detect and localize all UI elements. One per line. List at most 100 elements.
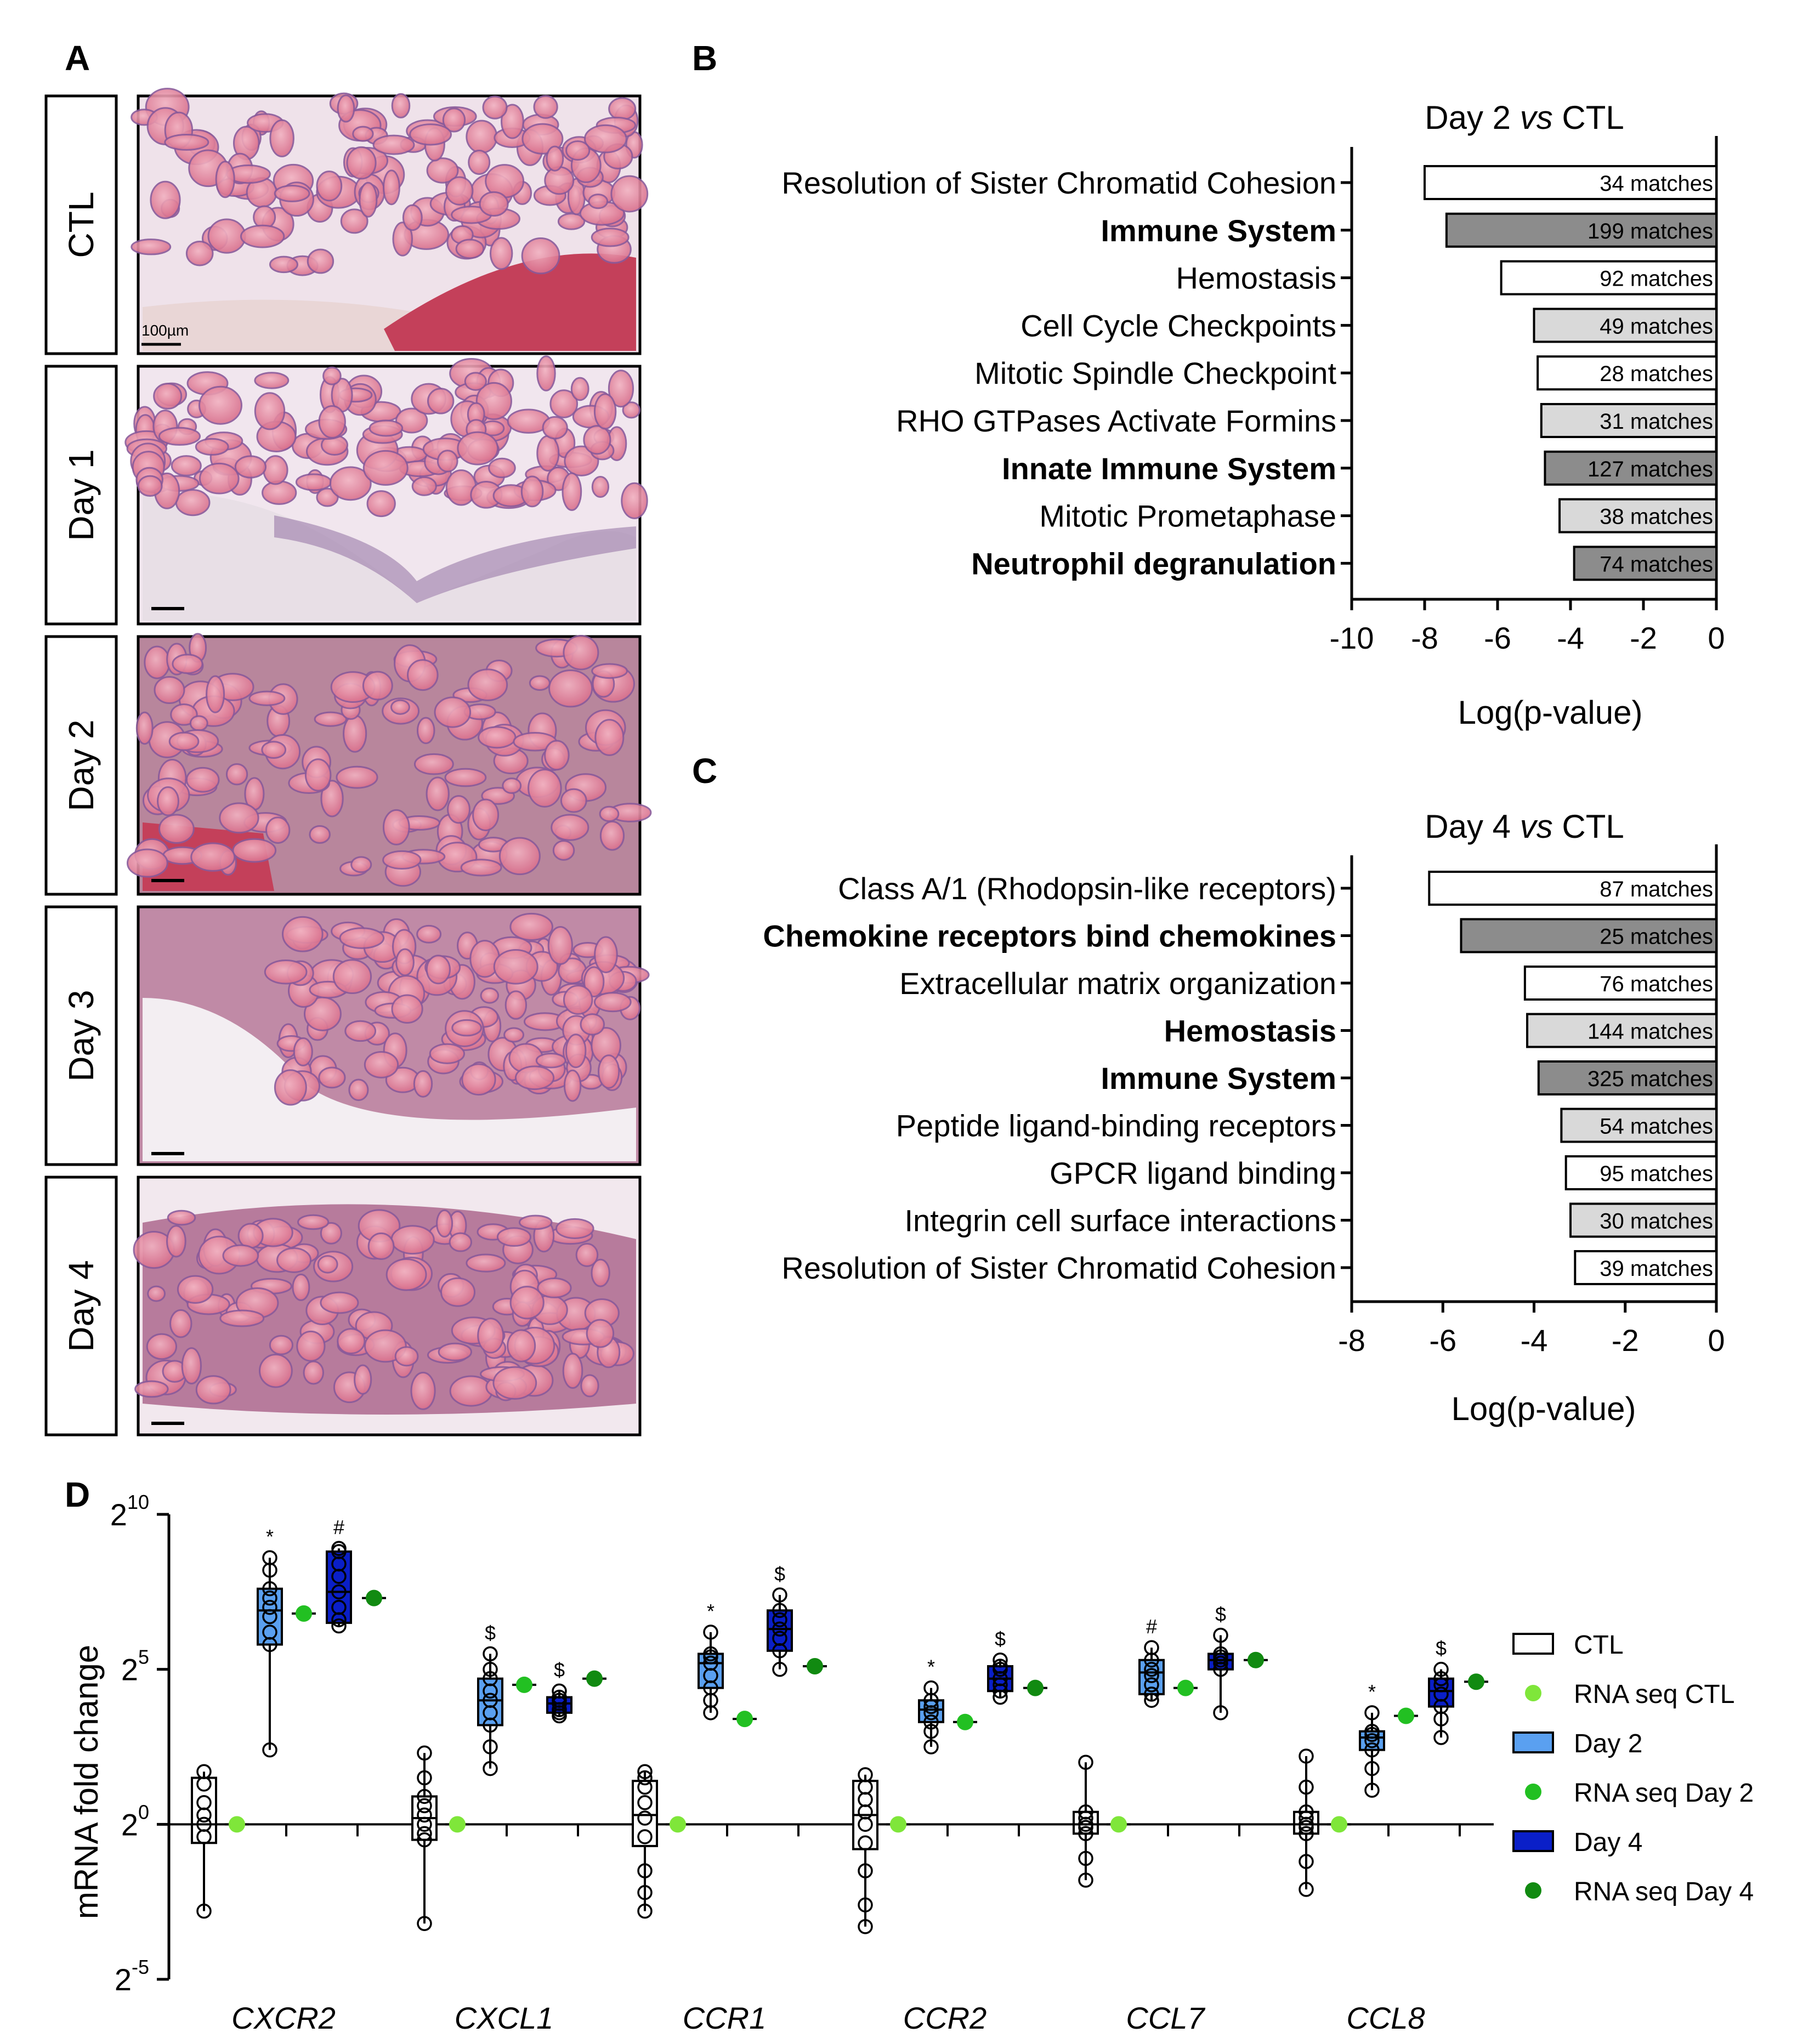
panel-c-chart: Day 4 vs CTL Class A/1 (Rhodopsin-like r… (763, 808, 1725, 1427)
chart-c-bar-label: 39 matches (1600, 1257, 1713, 1281)
chart-d-point (1364, 1742, 1380, 1758)
chart-d-point (483, 1739, 498, 1755)
chart-b-bar (1424, 165, 1717, 200)
chart-d-rnaseq-dot (670, 1816, 686, 1833)
chart-b-xlabel: Log(p-value) (1458, 694, 1643, 731)
chart-b-category-label: Hemostasis (1176, 261, 1336, 296)
chart-d-point (552, 1683, 567, 1699)
chart-d-point (552, 1689, 567, 1705)
chart-c-category-label: Immune System (1101, 1061, 1337, 1095)
chart-b-bar-label: 34 matches (1600, 172, 1713, 196)
chart-b-bar-label: 49 matches (1600, 314, 1713, 338)
chart-c-bar (1428, 871, 1717, 906)
chart-d-point (923, 1723, 939, 1739)
chart-c-category-label: GPCR ligand binding (1050, 1156, 1336, 1190)
row-label-box-ctl (44, 94, 118, 355)
chart-b-bar (1558, 498, 1718, 533)
chart-c-bar (1569, 1202, 1717, 1238)
legend-entry: Day 4 (1574, 1828, 1642, 1857)
histology-image-day3 (137, 905, 650, 1166)
chart-d-point (1433, 1687, 1449, 1702)
chart-d-gene-label: CCR2 (903, 2001, 986, 2035)
chart-d-rnaseq-dot (1331, 1816, 1347, 1833)
chart-d-box (632, 1780, 658, 1847)
chart-d-point (1299, 1854, 1314, 1869)
chart-b-title-part2: CTL (1553, 99, 1624, 136)
panel-letter-c: C (692, 751, 717, 791)
chart-c-x-tick-label: 0 (1708, 1323, 1725, 1358)
chart-d-point (1078, 1850, 1093, 1866)
chart-d-point (1364, 1723, 1380, 1739)
chart-d-rnaseq-dot (1248, 1651, 1264, 1668)
chart-d-point (772, 1603, 787, 1619)
chart-d-point (417, 1770, 432, 1786)
chart-d-rnaseq-dot (1027, 1679, 1044, 1696)
chart-b-title-part1: Day 2 (1425, 99, 1519, 136)
chart-c-bar (1460, 918, 1717, 953)
chart-d-point (637, 1884, 653, 1900)
legend-swatch-dot (1525, 1784, 1541, 1800)
chart-d-gene-label: CCL7 (1126, 2001, 1205, 2035)
chart-d-point (637, 1764, 653, 1779)
chart-d-point (1299, 1748, 1314, 1764)
chart-d-point (1078, 1826, 1093, 1842)
chart-c-title-part1: Day 4 (1425, 808, 1519, 845)
chart-c-title-part2: CTL (1553, 808, 1624, 845)
chart-d-rnaseq-dot (449, 1816, 466, 1833)
chart-d-legend: CTL RNA seq CTL Day 2 RNA seq Day 2 Day 4 RNA… (1512, 1631, 1754, 1906)
chart-d-point (637, 1829, 653, 1844)
chart-d-point (1144, 1640, 1159, 1655)
chart-d-rnaseq-dot (890, 1816, 906, 1833)
histology-image-ctl: 100µm (131, 88, 649, 355)
chart-b-category-label: Innate Immune System (1002, 451, 1336, 486)
chart-c-category-label: Hemostasis (1164, 1014, 1336, 1048)
chart-d-point (1078, 1872, 1093, 1888)
chart-d-point (637, 1903, 653, 1919)
row-label-day4: Day 4 (61, 1260, 101, 1352)
chart-d-point (1213, 1705, 1228, 1721)
chart-d-point (703, 1646, 718, 1662)
chart-c-bar-label: 95 matches (1600, 1162, 1713, 1186)
chart-d-point (703, 1655, 718, 1671)
chart-d-point (1433, 1671, 1449, 1687)
chart-b-bar (1573, 546, 1717, 581)
chart-d-point (1299, 1882, 1314, 1897)
chart-b-x-tick-label: -10 (1330, 621, 1374, 655)
chart-d-point (1078, 1810, 1093, 1826)
chart-d-point (483, 1671, 498, 1687)
panel-letter-a: A (65, 38, 90, 78)
legend-entry: CTL (1574, 1631, 1624, 1660)
chart-b-x-tick-label: -2 (1630, 621, 1657, 655)
chart-b-bar (1500, 260, 1717, 296)
row-label-box-day2 (44, 635, 118, 896)
chart-b-x-tick-label: -4 (1557, 621, 1584, 655)
legend-entry: RNA seq Day 2 (1574, 1779, 1754, 1808)
chart-d-point (1433, 1661, 1449, 1677)
chart-d-rnaseq-dot (296, 1605, 312, 1622)
chart-d-point (262, 1609, 277, 1625)
chart-c-category-label: Chemokine receptors bind chemokines (763, 919, 1336, 953)
chart-d-rnaseq-dot (1468, 1673, 1484, 1690)
legend-swatch-box (1512, 1830, 1554, 1852)
chart-c-category-label: Extracellular matrix organization (899, 966, 1336, 1001)
chart-c-bar (1560, 1108, 1717, 1143)
chart-d-y-tick-label: 2-5 (115, 1956, 149, 1997)
chart-c-bar-label: 54 matches (1600, 1115, 1713, 1139)
chart-d-point (1144, 1668, 1159, 1683)
chart-b-x-tick-label: -6 (1484, 621, 1511, 655)
chart-c-title: Day 4 vs CTL (1425, 808, 1624, 845)
chart-d-point (483, 1693, 498, 1708)
chart-c-x-tick-label: -2 (1612, 1323, 1639, 1358)
chart-b-bar-label: 28 matches (1600, 362, 1713, 386)
chart-b-category-label: Cell Cycle Checkpoints (1020, 308, 1336, 343)
chart-d-rnaseq-dot (957, 1713, 973, 1730)
chart-d-significance: $ (774, 1563, 785, 1585)
chart-d-point (417, 1788, 432, 1804)
chart-c-bar-label: 30 matches (1600, 1210, 1713, 1234)
chart-b-bar (1544, 450, 1717, 486)
chart-c-bar (1574, 1250, 1717, 1285)
chart-d-significance: $ (995, 1628, 1006, 1650)
chart-d-y-tick-label: 20 (121, 1801, 149, 1842)
chart-d-ylabel: mRNA fold change (68, 1645, 105, 1919)
